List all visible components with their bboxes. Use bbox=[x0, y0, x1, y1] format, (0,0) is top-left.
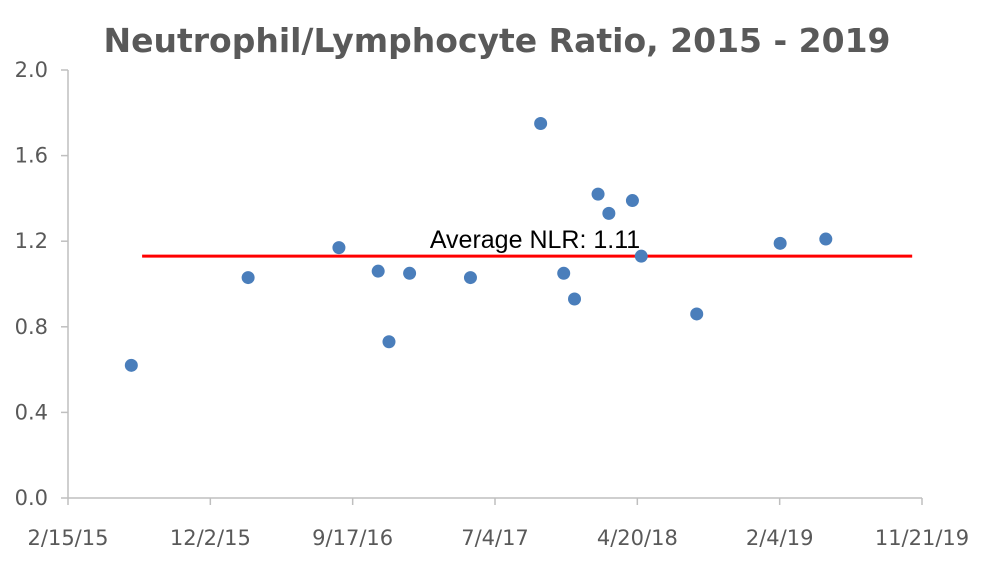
y-tick-label: 0.4 bbox=[15, 400, 48, 424]
x-tick-label: 7/4/17 bbox=[461, 526, 529, 550]
data-point bbox=[568, 292, 582, 306]
data-points bbox=[124, 117, 833, 372]
x-tick-label: 11/21/19 bbox=[875, 526, 969, 550]
y-tick-label: 0.0 bbox=[15, 486, 48, 510]
data-point bbox=[241, 271, 255, 285]
y-axis-ticks: 0.0 0.4 0.8 1.2 1.6 2.0 bbox=[15, 58, 68, 510]
data-point bbox=[634, 249, 648, 263]
x-tick-label: 9/17/16 bbox=[312, 526, 393, 550]
data-point bbox=[602, 206, 616, 220]
data-point bbox=[819, 232, 833, 246]
data-point bbox=[534, 117, 548, 130]
data-point bbox=[124, 358, 138, 372]
data-point bbox=[690, 307, 704, 321]
y-tick-label: 0.8 bbox=[15, 315, 48, 339]
data-point bbox=[403, 266, 417, 280]
x-tick-label: 12/2/15 bbox=[170, 526, 251, 550]
x-tick-label: 2/4/19 bbox=[746, 526, 814, 550]
x-tick-label: 4/20/18 bbox=[597, 526, 678, 550]
data-point bbox=[332, 241, 346, 255]
average-label: Average NLR: 1.11 bbox=[430, 226, 640, 254]
average-line-group: Average NLR: 1.11 bbox=[142, 226, 913, 258]
y-tick-label: 2.0 bbox=[15, 58, 48, 82]
chart-title: Neutrophil/Lymphocyte Ratio, 2015 - 2019 bbox=[103, 21, 890, 60]
x-tick-label: 2/15/15 bbox=[28, 526, 109, 550]
axes bbox=[67, 70, 922, 499]
data-point bbox=[625, 194, 639, 208]
data-point bbox=[557, 266, 571, 280]
data-point bbox=[382, 335, 396, 349]
y-tick-label: 1.2 bbox=[15, 229, 48, 253]
data-point bbox=[591, 187, 605, 201]
data-point bbox=[773, 236, 787, 250]
data-point bbox=[463, 271, 477, 285]
data-point bbox=[371, 264, 385, 278]
x-axis-ticks: 2/15/15 12/2/15 9/17/16 7/4/17 4/20/18 2/4/19… bbox=[28, 498, 969, 550]
y-tick-label: 1.6 bbox=[15, 144, 48, 168]
